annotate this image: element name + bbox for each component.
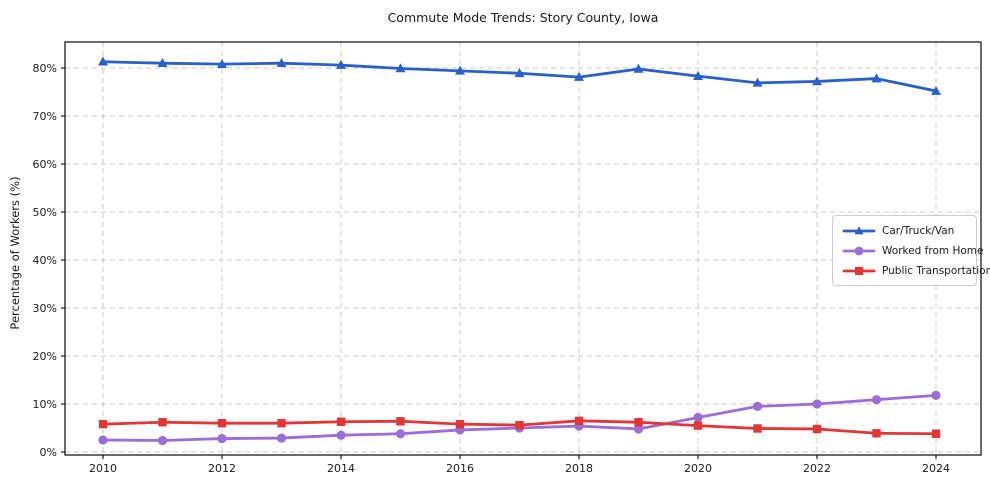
- circle-marker: [752, 401, 763, 411]
- triangle-marker: [395, 63, 406, 73]
- x-tick-label: 2014: [327, 462, 355, 475]
- plot-border: [64, 41, 982, 456]
- square-marker: [931, 429, 941, 438]
- triangle-marker: [633, 63, 644, 73]
- circle-marker: [812, 399, 822, 409]
- legend-item: Worked from Home: [842, 243, 983, 258]
- legend-item: Public Transportation: [842, 263, 990, 278]
- circle-marker: [336, 430, 346, 440]
- y-tick-label: 70%: [33, 110, 57, 123]
- x-tick-label: 2020: [684, 462, 712, 475]
- x-tick-label: 2010: [89, 462, 117, 475]
- legend-label: Car/Truck/Van: [882, 224, 955, 237]
- legend-label: Worked from Home: [882, 244, 984, 257]
- circle-marker: [931, 390, 941, 400]
- square-marker: [455, 419, 465, 429]
- y-tick-label: 60%: [33, 158, 57, 171]
- square-marker: [158, 418, 167, 427]
- y-tick-label: 30%: [33, 302, 57, 315]
- triangle-marker: [455, 65, 465, 75]
- square-marker: [812, 424, 822, 434]
- x-tick-label: 2016: [446, 462, 474, 475]
- legend-swatch-square-icon: [842, 266, 876, 275]
- triangle-marker: [276, 58, 287, 67]
- triangle-marker: [812, 76, 822, 86]
- triangle-marker: [98, 56, 108, 66]
- square-marker: [872, 429, 881, 438]
- circle-marker: [633, 424, 644, 434]
- y-tick-label: 10%: [33, 398, 57, 411]
- circle-marker: [693, 412, 703, 423]
- triangle-marker: [693, 70, 703, 80]
- legend-label: Public Transportation: [882, 264, 990, 277]
- y-tick-label: 20%: [33, 350, 57, 363]
- triangle-marker: [871, 73, 882, 83]
- square-marker: [396, 417, 405, 426]
- x-tick-label: 2012: [208, 462, 236, 475]
- y-tick-label: 0%: [40, 446, 57, 459]
- y-tick-label: 80%: [33, 62, 57, 75]
- triangle-marker: [514, 68, 525, 78]
- square-marker: [634, 418, 643, 427]
- legend-swatch-circle-icon: [842, 246, 876, 255]
- triangle-marker: [336, 59, 346, 69]
- chart-title: Commute Mode Trends: Story County, Iowa: [387, 10, 659, 25]
- triangle-marker: [574, 71, 584, 81]
- circle-marker: [217, 433, 227, 444]
- circle-marker: [98, 435, 108, 445]
- circle-marker: [871, 395, 882, 405]
- circle-marker: [276, 433, 287, 443]
- square-marker: [277, 419, 286, 428]
- y-tick-label: 40%: [33, 254, 57, 267]
- triangle-marker: [752, 77, 763, 87]
- circle-marker: [395, 429, 406, 439]
- square-marker: [753, 424, 762, 433]
- square-marker: [217, 419, 227, 428]
- x-tick-label: 2022: [803, 462, 831, 475]
- legend-item: Car/Truck/Van: [842, 223, 967, 238]
- square-marker: [515, 420, 524, 430]
- square-marker: [574, 416, 584, 425]
- circle-marker: [157, 435, 168, 446]
- x-tick-label: 2024: [922, 462, 950, 475]
- triangle-marker: [157, 58, 168, 67]
- triangle-marker: [931, 85, 941, 95]
- x-tick-label: 2018: [565, 462, 593, 475]
- square-marker: [336, 417, 346, 426]
- triangle-marker: [217, 58, 227, 68]
- series-line: [101, 393, 938, 442]
- y-tick-label: 50%: [33, 206, 57, 219]
- square-marker: [98, 419, 108, 429]
- square-marker: [693, 421, 703, 430]
- chart-legend: Car/Truck/Van Worked from Home Public Tran…: [832, 215, 990, 286]
- legend-swatch-triangle-icon: [842, 225, 876, 234]
